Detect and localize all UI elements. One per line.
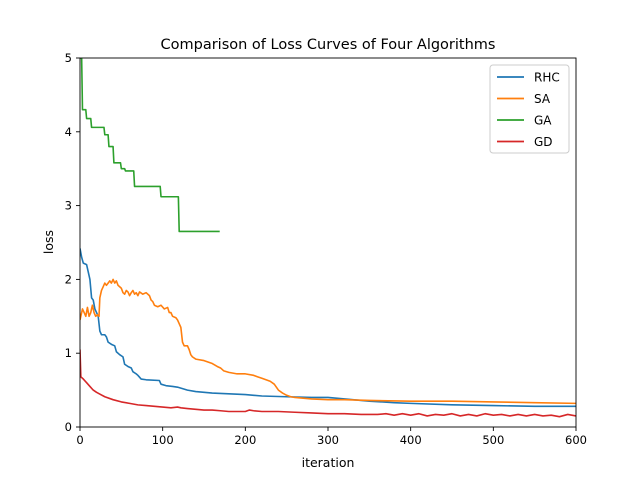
- x-tick-label: 0: [76, 433, 83, 447]
- y-tick-label: 3: [65, 199, 72, 213]
- legend-label-ga: GA: [534, 114, 552, 128]
- series-line-ga: [80, 58, 220, 233]
- legend-label-sa: SA: [534, 92, 551, 106]
- x-tick-label: 600: [565, 433, 587, 447]
- legend: RHC SA GA GD: [489, 64, 570, 154]
- x-tick-label: 500: [482, 433, 504, 447]
- series-line-rhc: [80, 248, 576, 408]
- y-axis: 0 1 2 3 4 5: [65, 51, 80, 434]
- x-tick-label: 100: [152, 433, 174, 447]
- x-axis-label: iteration: [302, 455, 355, 470]
- y-tick-label: 4: [65, 125, 72, 139]
- legend-box: [489, 64, 570, 154]
- y-tick-label: 5: [65, 51, 72, 65]
- y-axis-label: loss: [41, 230, 56, 254]
- x-tick-label: 200: [234, 433, 256, 447]
- x-axis: 0 100 200 300 400 500 600: [76, 427, 587, 447]
- y-tick-label: 2: [65, 272, 72, 286]
- y-tick-label: 0: [65, 420, 72, 434]
- x-tick-label: 300: [317, 433, 339, 447]
- y-tick-label: 1: [65, 346, 72, 360]
- series-line-sa: [80, 278, 576, 405]
- series-line-gd: [80, 349, 576, 418]
- chart-title: Comparison of Loss Curves of Four Algori…: [161, 37, 496, 53]
- x-tick-label: 400: [400, 433, 422, 447]
- plot-area: [80, 58, 576, 418]
- axes-frame: [79, 57, 577, 428]
- legend-label-rhc: RHC: [534, 71, 560, 85]
- legend-label-gd: GD: [534, 135, 553, 149]
